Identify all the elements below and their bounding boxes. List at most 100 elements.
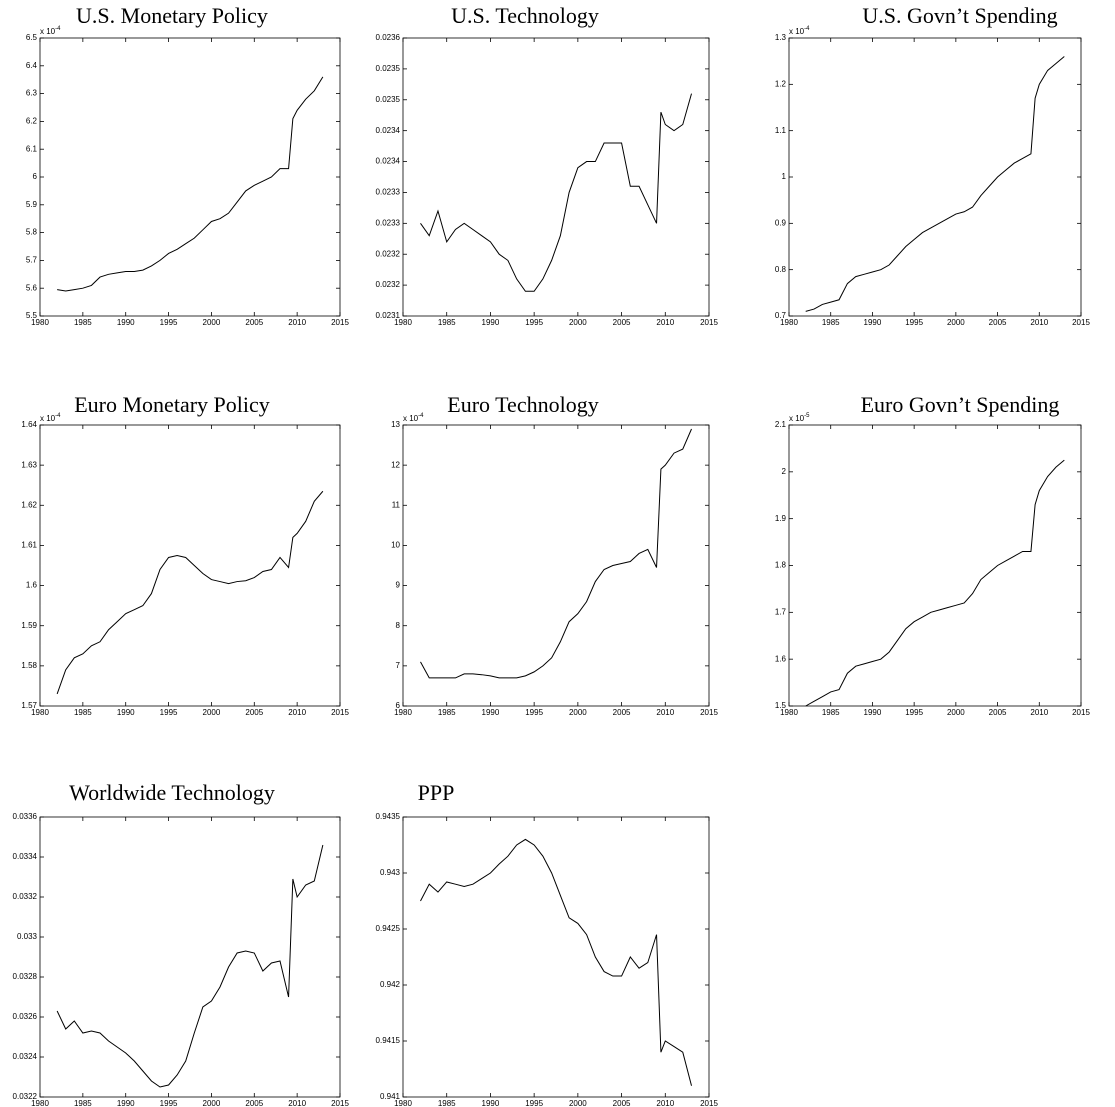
- y-tick-label: 0.943: [380, 868, 401, 877]
- y-tick-label: 0.0328: [13, 972, 38, 981]
- x-tick-label: 2015: [331, 708, 349, 717]
- x-tick-label: 1990: [864, 708, 882, 717]
- chart-title: Euro Monetary Policy: [74, 392, 270, 417]
- x-tick-label: 1985: [74, 1099, 92, 1107]
- y-tick-label: 1.63: [21, 460, 37, 469]
- axes-box: [788, 424, 1082, 707]
- y-tick-label: 0.942: [380, 980, 401, 989]
- axes-box: [39, 816, 341, 1098]
- panel: Euro Technology 1980 1985 1990 1995 2000 2005 2…: [391, 392, 718, 717]
- chart-title: U.S. Monetary Policy: [76, 3, 268, 28]
- y-tick-label: 1.61: [21, 541, 37, 550]
- y-tick-label: 0.0234: [376, 126, 401, 135]
- x-tick-label: 2015: [1072, 318, 1090, 327]
- y-tick-label: 5.7: [26, 256, 38, 265]
- y-tick-label: 0.0322: [13, 1092, 38, 1101]
- x-tick-label: 2010: [656, 1099, 674, 1107]
- x-tick-label: 1990: [117, 1099, 135, 1107]
- panel: U.S. Technology 1980 1985 1990 1995 2000 2005 2…: [376, 3, 719, 327]
- x-tick-label: 2000: [569, 1099, 587, 1107]
- x-tick-label: 2010: [1030, 318, 1048, 327]
- axes-box: [402, 816, 710, 1098]
- panel: U.S. Monetary Policy 1980 1985 1990 1995 2000…: [26, 3, 350, 327]
- x-tick-label: 2000: [203, 1099, 221, 1107]
- axes-box: [39, 37, 341, 317]
- x-tick-label: 1995: [160, 318, 178, 327]
- y-tick-label: 0.0236: [376, 33, 401, 42]
- x-tick-label: 2010: [1030, 708, 1048, 717]
- x-tick-label: 2015: [1072, 708, 1090, 717]
- y-tick-label: 7: [396, 661, 401, 670]
- chart-title: U.S. Technology: [451, 3, 599, 28]
- y-tick-label: 0.0235: [376, 95, 401, 104]
- x-tick-label: 1985: [822, 708, 840, 717]
- x-tick-label: 2010: [656, 708, 674, 717]
- axis-scale-base: x 10: [403, 414, 419, 423]
- data-line: [420, 428, 692, 679]
- x-tick-label: 2005: [989, 708, 1007, 717]
- y-tick-label: 13: [391, 420, 400, 429]
- y-tick-label: 1.64: [21, 420, 37, 429]
- y-tick-label: 5.9: [26, 200, 38, 209]
- axis-scale-exponent: -5: [804, 413, 810, 419]
- x-tick-label: 1985: [822, 318, 840, 327]
- x-tick-label: 1985: [438, 1099, 456, 1107]
- x-tick-label: 2015: [700, 1099, 718, 1107]
- y-tick-label: 6: [396, 701, 401, 710]
- x-tick-label: 2015: [700, 318, 718, 327]
- y-tick-label: 0.9: [775, 218, 787, 227]
- panel: U.S. Govn’t Spending 1980 1985 1990 1995 2000…: [775, 3, 1091, 327]
- axis-scale: x 10-4: [789, 26, 810, 37]
- axes-box: [402, 424, 710, 707]
- y-tick-label: 1.58: [21, 661, 37, 670]
- y-tick-label: 0.033: [17, 932, 38, 941]
- y-tick-label: 0.0232: [376, 280, 401, 289]
- x-tick-label: 1985: [438, 318, 456, 327]
- y-tick-label: 0.941: [380, 1092, 401, 1101]
- y-tick-label: 0.0232: [376, 249, 401, 258]
- x-tick-label: 1985: [74, 708, 92, 717]
- data-line: [805, 56, 1065, 312]
- y-tick-label: 0.0336: [13, 812, 38, 821]
- y-tick-label: 6: [33, 172, 38, 181]
- x-tick-label: 1980: [394, 318, 412, 327]
- y-tick-label: 1.9: [775, 514, 787, 523]
- axis-scale-exponent: -4: [55, 413, 61, 419]
- y-tick-label: 1.7: [775, 607, 787, 616]
- x-tick-label: 1980: [780, 318, 798, 327]
- y-tick-label: 0.8: [775, 265, 787, 274]
- y-tick-label: 0.0234: [376, 157, 401, 166]
- y-tick-label: 0.0334: [13, 852, 38, 861]
- y-tick-label: 0.9415: [376, 1036, 401, 1045]
- y-tick-label: 10: [391, 541, 400, 550]
- axis-scale: x 10-5: [789, 413, 810, 424]
- y-tick-label: 1.57: [21, 701, 37, 710]
- x-tick-label: 1985: [438, 708, 456, 717]
- y-tick-label: 0.0233: [376, 218, 401, 227]
- axes-box: [788, 37, 1082, 317]
- x-tick-label: 2010: [288, 1099, 306, 1107]
- data-line: [57, 76, 324, 292]
- y-tick-label: 5.8: [26, 228, 38, 237]
- x-tick-label: 2005: [613, 318, 631, 327]
- x-tick-label: 1995: [905, 708, 923, 717]
- y-tick-label: 6.1: [26, 144, 38, 153]
- y-tick-label: 11: [392, 500, 401, 509]
- chart-title: U.S. Govn’t Spending: [862, 3, 1057, 28]
- data-line: [805, 459, 1065, 707]
- x-tick-label: 1995: [525, 708, 543, 717]
- y-tick-label: 0.0324: [13, 1052, 38, 1061]
- axis-scale-exponent: -4: [55, 26, 61, 32]
- axis-scale: x 10-4: [40, 413, 61, 424]
- y-tick-label: 2: [782, 467, 787, 476]
- x-tick-label: 1980: [31, 1099, 49, 1107]
- x-tick-label: 1985: [74, 318, 92, 327]
- y-tick-label: 1.6: [26, 581, 38, 590]
- y-tick-label: 1.62: [21, 500, 37, 509]
- x-tick-label: 2000: [203, 318, 221, 327]
- y-tick-label: 9: [396, 581, 401, 590]
- panel: Euro Govn’t Spending 1980 1985 1990 1995 2000…: [775, 392, 1091, 717]
- y-tick-label: 12: [391, 460, 400, 469]
- y-tick-label: 5.6: [26, 283, 38, 292]
- y-tick-label: 1.59: [21, 621, 37, 630]
